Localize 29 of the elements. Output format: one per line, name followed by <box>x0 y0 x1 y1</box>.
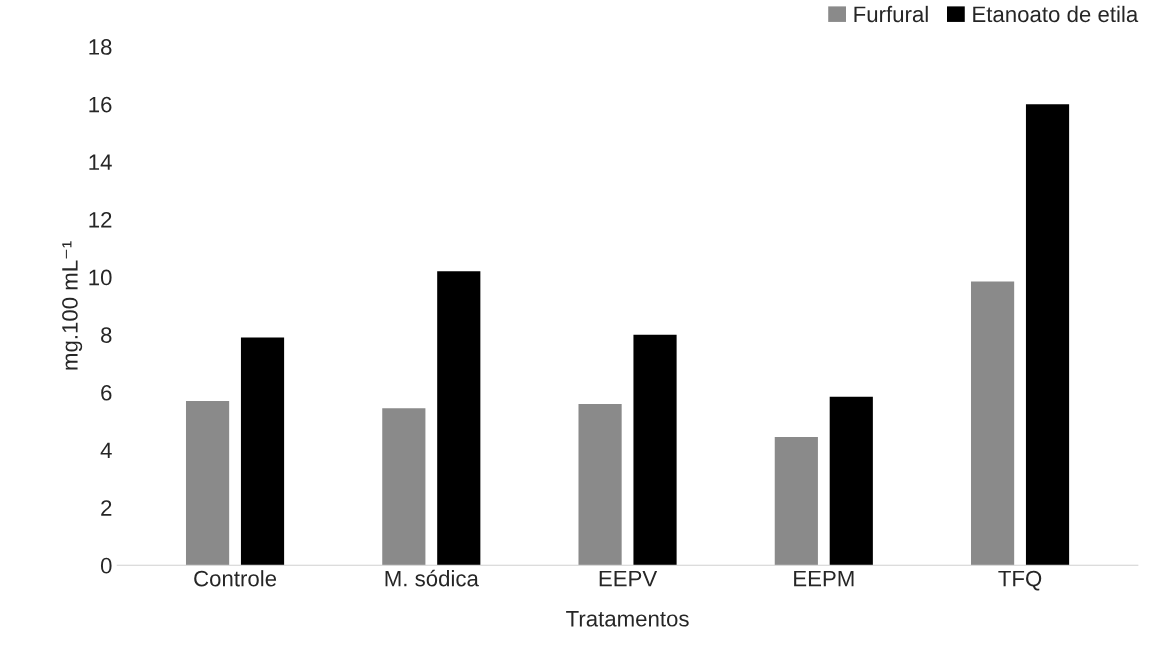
legend-label: Furfural <box>854 5 928 23</box>
y-tick-label: 14 <box>89 154 112 170</box>
y-tick-label: 10 <box>89 269 112 286</box>
y-tick-label: 16 <box>89 96 112 113</box>
bar <box>578 403 622 566</box>
bar <box>633 334 677 566</box>
bar <box>1025 104 1070 566</box>
y-tick-label: 12 <box>89 211 112 228</box>
bar <box>774 437 818 566</box>
y-tick-label: 0 <box>100 557 112 574</box>
x-axis-title: Tratamentos <box>566 611 689 627</box>
y-tick-label: 2 <box>101 500 112 516</box>
y-tick-label: 8 <box>101 327 112 343</box>
bar <box>971 281 1015 566</box>
x-tick-label: EEPM <box>794 570 854 587</box>
bar <box>382 408 426 566</box>
y-axis-title: mg.100 mL⁻¹ <box>62 241 83 370</box>
bar <box>185 401 230 566</box>
x-tick-label: Controle <box>194 570 277 587</box>
bar <box>240 337 285 566</box>
x-tick-label: TFQ <box>998 570 1042 591</box>
x-tick-label: M. sódica <box>385 569 479 587</box>
bar <box>829 396 873 566</box>
y-tick-label: 6 <box>101 384 112 401</box>
y-tick-label: 4 <box>100 442 112 459</box>
bar <box>437 271 481 566</box>
y-tick-label: 18 <box>89 39 112 55</box>
x-tick-label: EEPV <box>599 570 658 587</box>
legend-label: Etanoato de etila <box>973 5 1139 23</box>
